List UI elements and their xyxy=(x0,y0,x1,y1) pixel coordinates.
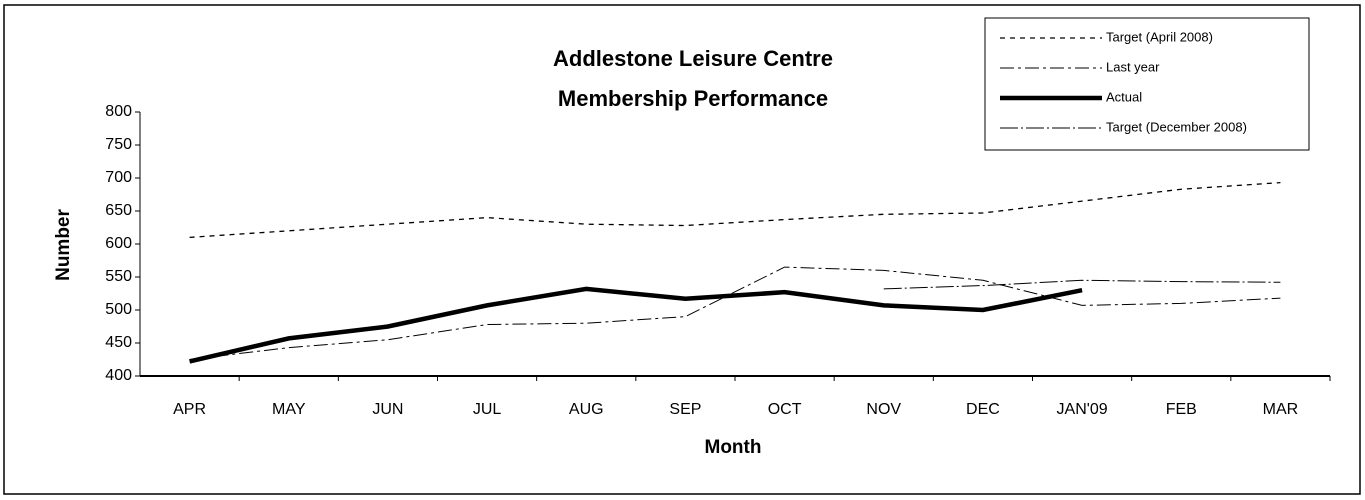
y-tick-label: 650 xyxy=(105,202,132,219)
y-axis-title: Number xyxy=(53,209,74,281)
series-line xyxy=(189,181,1281,239)
legend-text: Target (December 2008) xyxy=(1106,119,1247,134)
x-axis-title: Month xyxy=(705,437,762,458)
y-tick-label: 600 xyxy=(105,235,132,252)
y-tick-label: 400 xyxy=(105,367,132,384)
x-tick-label: FEB xyxy=(1166,401,1197,418)
x-tick-label: SEP xyxy=(669,401,701,418)
x-tick-label: MAR xyxy=(1263,401,1299,418)
x-tick-label: JUL xyxy=(473,401,502,418)
chart-title: Membership Performance xyxy=(558,86,828,111)
series-line xyxy=(189,266,1281,360)
x-tick-label: DEC xyxy=(966,401,1000,418)
x-tick-label: NOV xyxy=(866,401,901,418)
y-tick-label: 450 xyxy=(105,334,132,351)
x-tick-label: MAY xyxy=(272,401,306,418)
chart-title: Addlestone Leisure Centre xyxy=(553,46,833,71)
x-tick-label: AUG xyxy=(569,401,604,418)
y-tick-label: 750 xyxy=(105,136,132,153)
y-tick-label: 500 xyxy=(105,301,132,318)
chart-frame xyxy=(3,4,1361,495)
legend-text: Actual xyxy=(1106,89,1142,104)
x-tick-label: APR xyxy=(173,401,206,418)
x-tick-label: JUN xyxy=(372,401,403,418)
series-line xyxy=(189,286,1083,364)
legend-text: Target (April 2008) xyxy=(1106,29,1213,44)
y-tick-label: 700 xyxy=(105,169,132,186)
y-tick-label: 550 xyxy=(105,268,132,285)
legend-text: Last year xyxy=(1106,59,1160,74)
series-line xyxy=(883,279,1281,290)
x-tick-label: JAN'09 xyxy=(1057,401,1108,418)
x-tick-label: OCT xyxy=(768,401,802,418)
y-tick-label: 800 xyxy=(105,103,132,120)
